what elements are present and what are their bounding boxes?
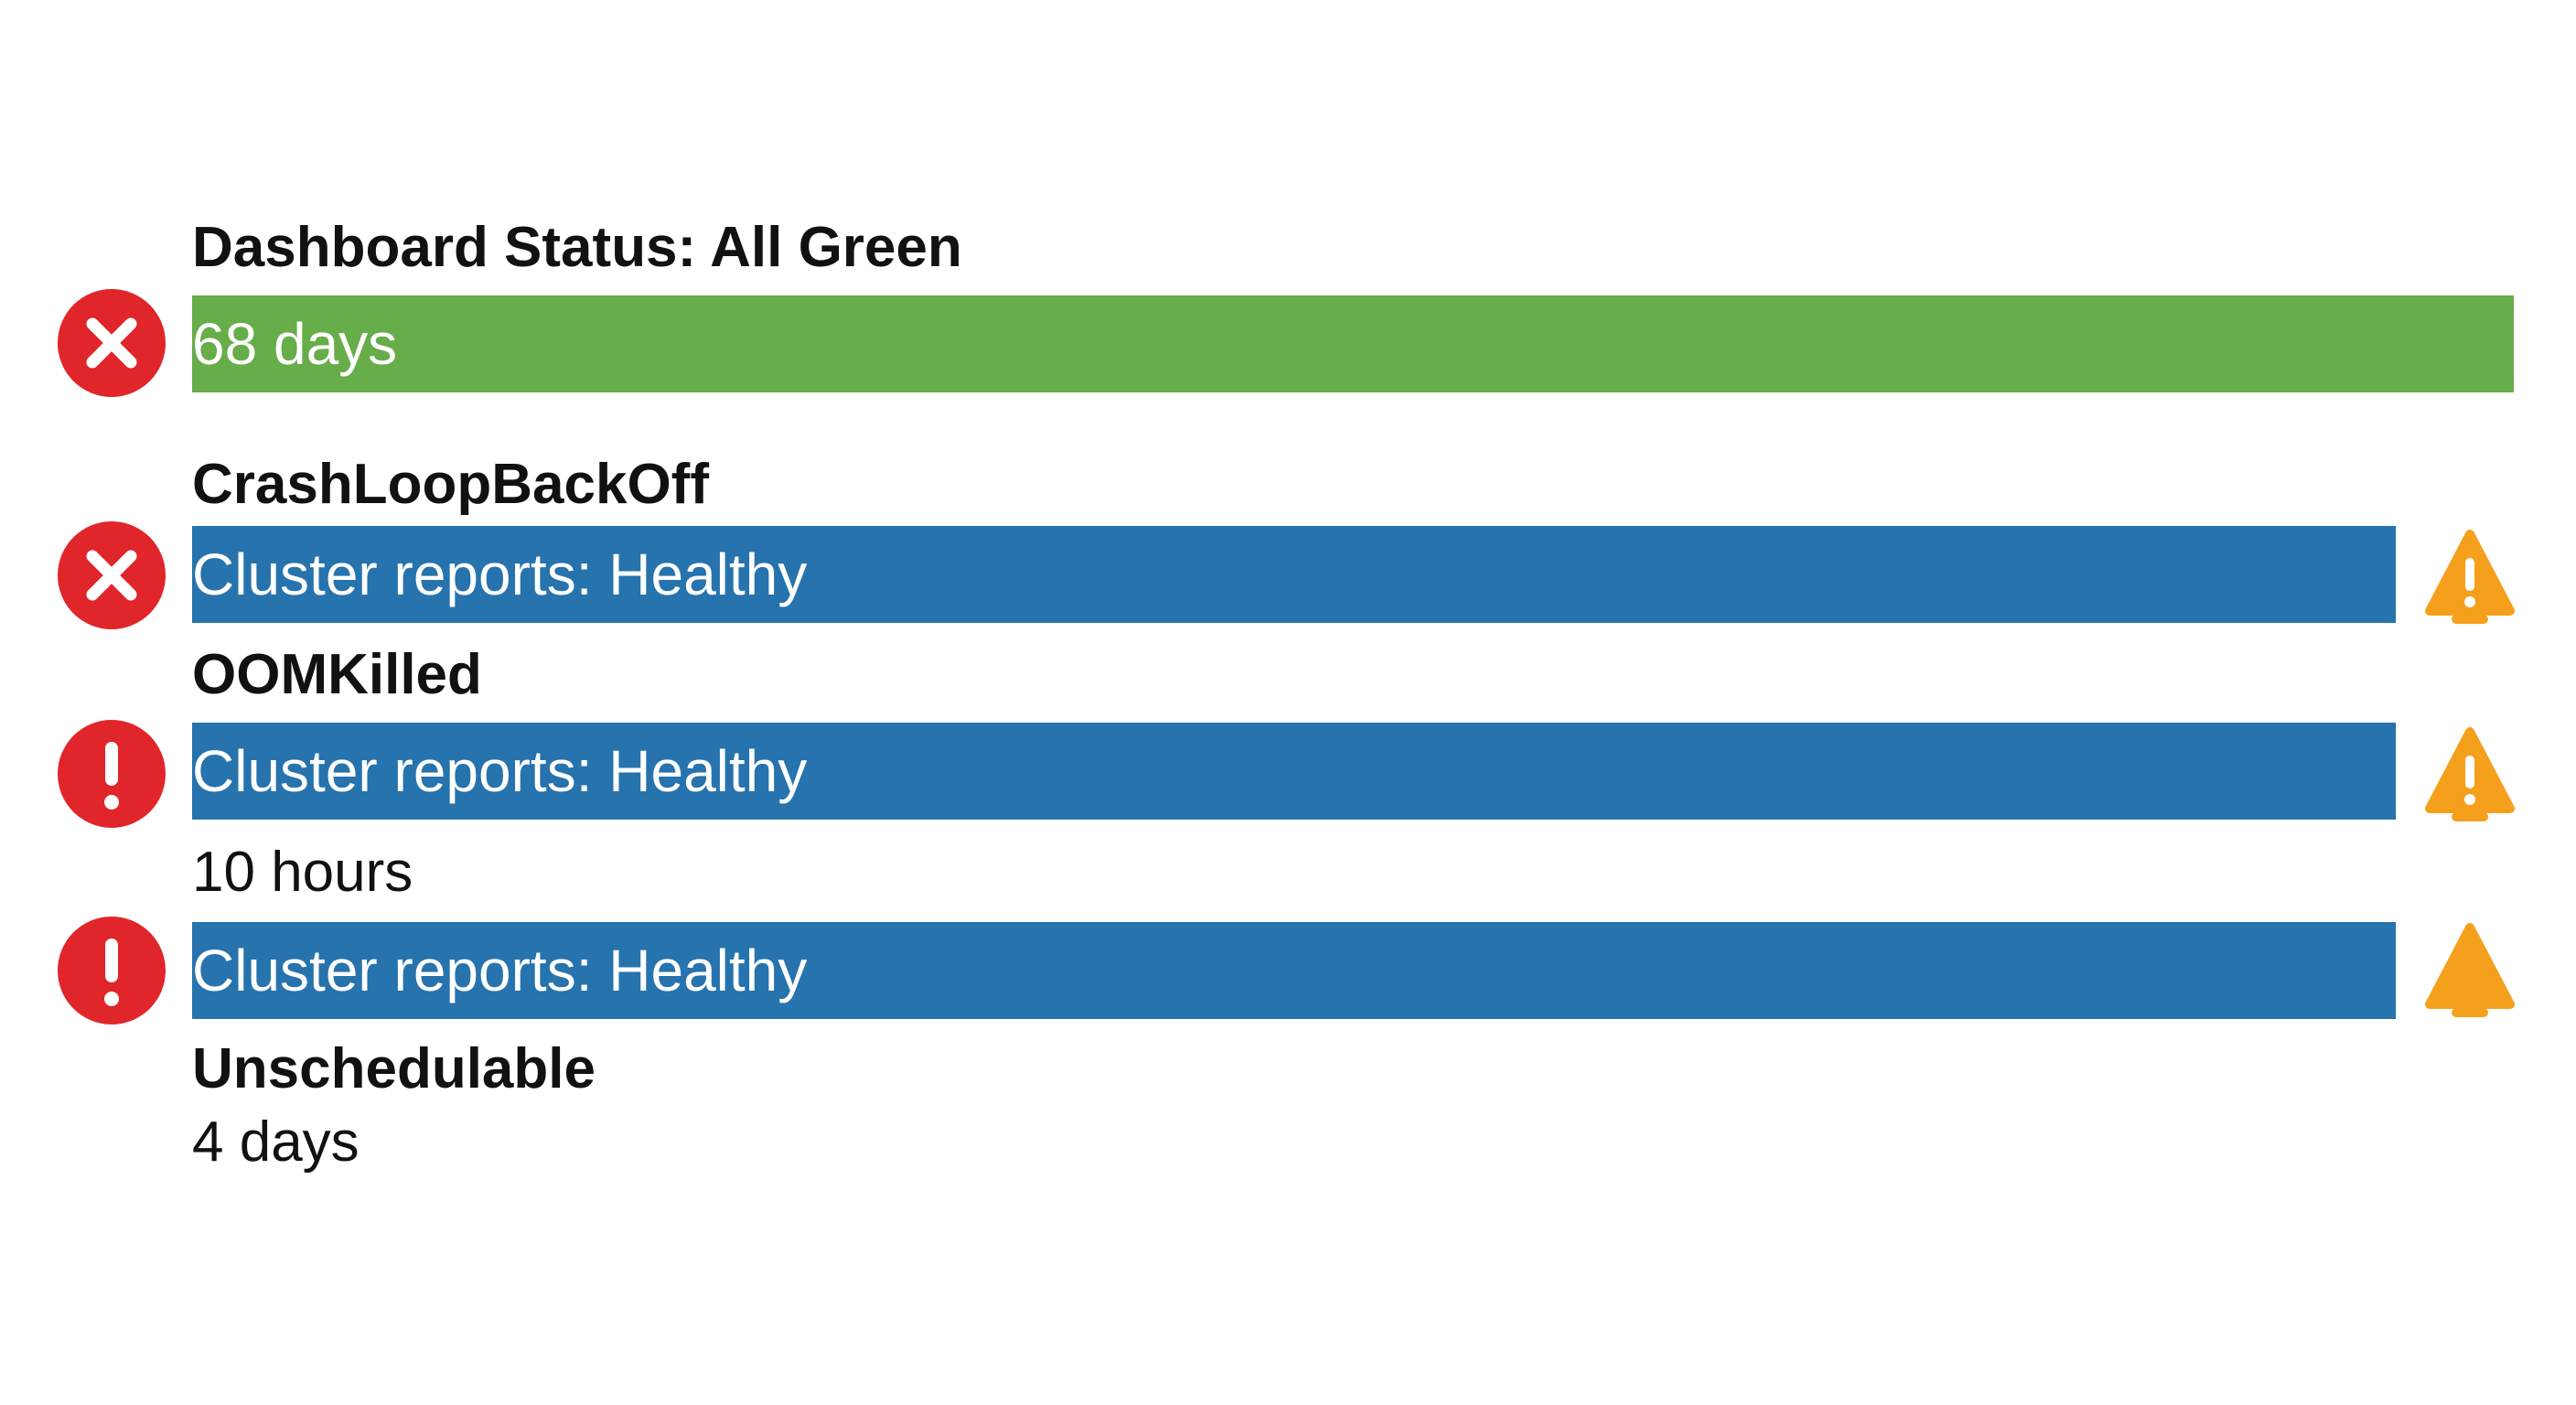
status-bar: Cluster reports: Healthy xyxy=(192,922,2396,1019)
row-detail: 4 days xyxy=(192,1110,360,1174)
bar-text: Cluster reports: Healthy xyxy=(192,738,808,804)
row-label: Unschedulable xyxy=(192,1037,596,1100)
bar-text: 68 days xyxy=(192,311,398,377)
alert-icon xyxy=(58,917,166,1024)
title: Dashboard Status: All Green xyxy=(192,216,962,279)
error-icon xyxy=(58,521,166,629)
bell-icon xyxy=(2425,923,2515,1017)
bar-text: Cluster reports: Healthy xyxy=(192,938,808,1003)
status-bar: 68 days xyxy=(192,295,2514,392)
error-icon xyxy=(58,289,166,397)
status-bar: Cluster reports: Healthy xyxy=(192,526,2396,623)
row-label: OOMKilled xyxy=(192,643,482,706)
warning-icon xyxy=(2425,530,2515,624)
warning-icon xyxy=(2425,727,2515,821)
alert-icon xyxy=(58,720,166,828)
row-label: CrashLoopBackOff xyxy=(192,453,709,516)
bar-text: Cluster reports: Healthy xyxy=(192,542,808,607)
row-label: 10 hours xyxy=(192,841,413,904)
status-bar: Cluster reports: Healthy xyxy=(192,723,2396,820)
